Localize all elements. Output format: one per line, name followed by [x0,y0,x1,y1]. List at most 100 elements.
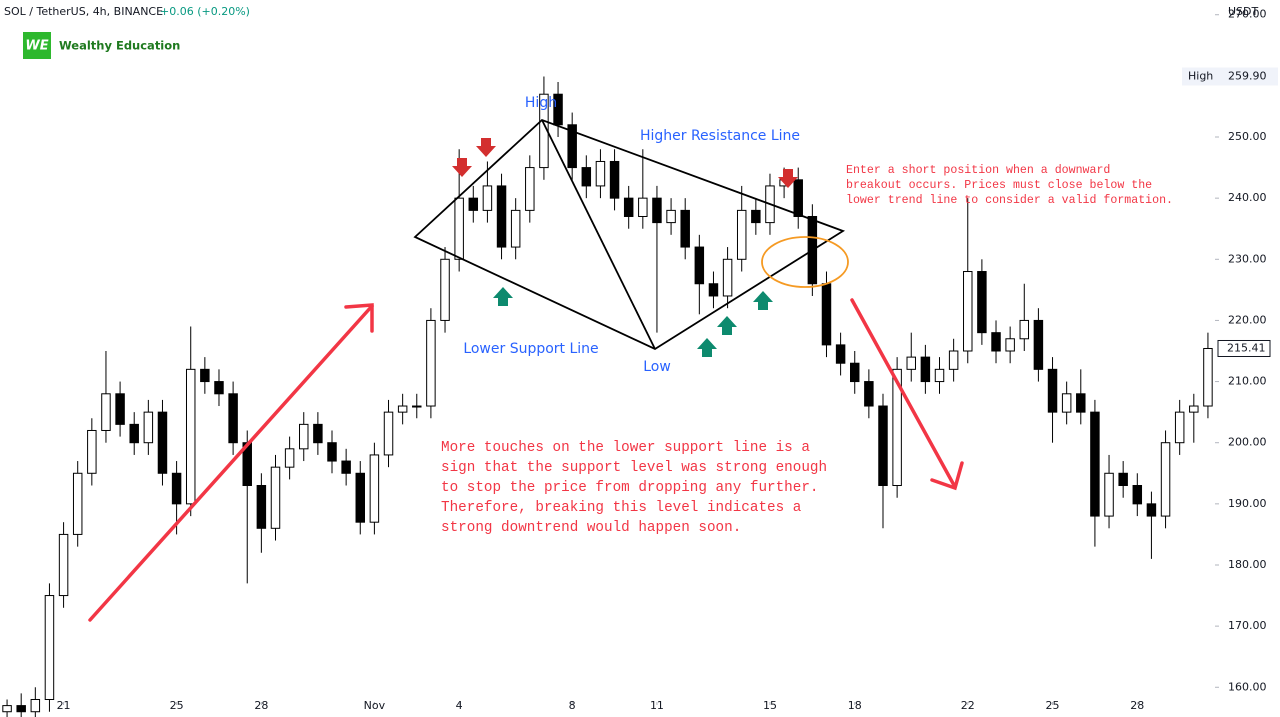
candle [383,399,394,468]
resistance-touch [452,158,472,177]
candle [652,185,662,333]
candle-body [383,411,394,456]
candle-body [1005,338,1015,352]
candle-body [327,442,337,462]
candle-body [553,93,563,126]
candle [200,357,210,394]
candle-body [256,485,267,529]
x-tick-label: 21 [57,699,71,712]
y-tick-label: 250.00 [1228,130,1267,143]
last-price-label: 215.41 [1227,341,1266,354]
candle [2,699,12,717]
annotation-line: Enter a short position when a downward [846,164,1110,177]
candle-body [991,332,1001,352]
annotation: Lower Support Line [463,341,598,357]
resistance-touch [476,138,496,157]
candle-body [412,405,422,408]
resistance-touch [778,169,798,188]
candle [595,149,606,199]
y-tick-label: 160.00 [1228,680,1267,693]
candle [864,369,874,419]
candle-body [722,258,733,297]
candle-body [426,319,436,407]
candle [313,412,323,455]
candle [1104,454,1114,529]
last-price-box [1217,339,1271,357]
downtrend-arrowhead [930,461,964,491]
candle [991,320,1001,364]
candle [1019,283,1030,351]
annotation-line: breakout occurs. Prices must close below… [846,179,1152,192]
candle [1076,369,1086,425]
uptrend-arrowhead [344,303,374,333]
diamond [413,118,846,351]
candle-body [920,356,931,383]
candle [30,687,41,717]
candle-body [1033,319,1044,370]
annotation-line: to stop the price from dropping any furt… [441,480,819,496]
candle-body [708,283,719,297]
candle [1090,399,1100,547]
candle [1061,381,1072,425]
candle [1005,326,1015,364]
candle [510,198,521,260]
candle-body [1076,393,1086,413]
candle [482,161,493,223]
candle-body [16,705,26,713]
candle [299,412,309,462]
x-tick-label: 18 [848,699,862,712]
candle-body [58,533,69,597]
candle-body [510,209,521,248]
candle [1132,473,1143,517]
candle [341,448,351,486]
candle [920,344,931,394]
candle-body [454,197,464,260]
annotation-line: strong downtrend would happen soon. [441,520,741,536]
candle-body [1061,393,1072,413]
support-touch [697,338,717,357]
candle-body [1132,485,1143,505]
candle-body [892,368,902,487]
candle-body [835,344,846,364]
candle [638,149,648,229]
candle [1033,308,1044,382]
y-tick-label: 240.00 [1228,191,1267,204]
candle [1174,399,1185,455]
candle-body [185,368,196,505]
candle-body [821,283,832,346]
candle [736,185,747,272]
candle-body [1090,411,1100,517]
candle [567,112,577,180]
candle [369,442,380,535]
candle [666,198,676,235]
candle [623,185,634,229]
candle [694,234,705,315]
annotation-line: sign that the support level was strong e… [441,460,827,476]
candle-body [666,209,676,224]
candle-body [228,393,238,444]
x-tick-label: 4 [456,699,463,712]
candle-body [609,160,620,199]
candle-body [397,405,408,413]
candle-body [313,423,323,444]
candle-body [44,595,55,700]
touch-markers [452,138,798,357]
candle-body [143,411,154,444]
candle [157,399,168,486]
y-tick-label: 220.00 [1228,313,1267,326]
candle-body [355,472,365,523]
candle-body [214,381,224,395]
breakout-circle [761,236,849,288]
candle-body [30,698,41,713]
annotation: Higher Resistance Line [640,128,800,144]
high-marker-bg [1182,67,1278,86]
candle [977,259,987,345]
support-touch [717,316,737,335]
candle-body [963,271,973,352]
candle-body [270,466,281,529]
candle-body [171,472,182,505]
candle [906,332,916,382]
candle-body [638,197,648,217]
annotation: High [525,95,557,111]
